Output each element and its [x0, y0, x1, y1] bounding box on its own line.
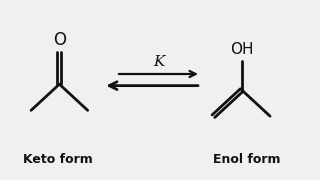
Text: OH: OH [230, 42, 253, 57]
Text: O: O [53, 31, 66, 49]
Text: K: K [153, 55, 164, 69]
Text: Enol form: Enol form [213, 153, 280, 166]
Text: Keto form: Keto form [23, 153, 93, 166]
